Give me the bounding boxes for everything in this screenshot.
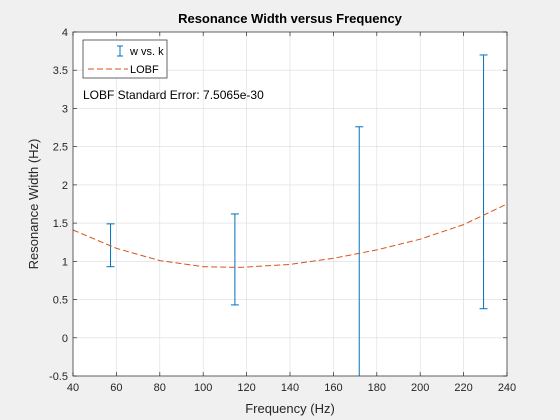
x-tick-label: 120 [237,382,255,394]
x-axis-label: Frequency (Hz) [245,401,335,416]
y-tick-label: 3 [62,103,68,115]
errorbar-point [479,54,488,310]
y-tick-label: 0.5 [53,295,68,307]
legend-label-series-0: w vs. k [129,46,164,58]
y-tick-label: 4 [62,27,68,39]
legend-errorbar-icon [117,45,123,57]
legend: w vs. k LOBF [82,39,168,79]
x-tick-label: 220 [454,382,472,394]
x-tick-label: 80 [154,382,166,394]
y-tick-label: 3.5 [53,65,68,77]
x-tick-label: 180 [368,382,386,394]
x-tick-label: 240 [498,382,516,394]
y-tick-label: -0.5 [49,371,68,383]
y-tick-label: 2 [62,180,68,192]
y-tick-label: 2.5 [53,142,68,154]
x-tick-label: 100 [194,382,212,394]
y-tick-label: 0 [62,333,68,345]
standard-error-annotation: LOBF Standard Error: 7.5065e-30 [83,88,264,102]
x-tick-label: 40 [67,382,79,394]
x-tick-label: 60 [110,382,122,394]
legend-label-series-1: LOBF [130,64,159,76]
y-axis-label: Resonance Width (Hz) [26,139,41,270]
x-tick-label: 160 [324,382,342,394]
lobf-line [72,203,508,268]
x-tick-label: 140 [281,382,299,394]
chart-title: Resonance Width versus Frequency [178,11,403,26]
errorbar-point [230,213,239,306]
y-tick-label: 1.5 [53,218,68,230]
axis-ticks: 40 60 80 100 120 140 160 180 200 220 240 -0.5 0 0.5 1 1… [49,27,516,394]
legend-box [82,39,168,79]
errorbar-point [355,126,364,376]
errorbar-point [106,223,115,268]
data-series [72,54,508,376]
y-tick-label: 1 [62,256,68,268]
x-tick-label: 200 [411,382,429,394]
